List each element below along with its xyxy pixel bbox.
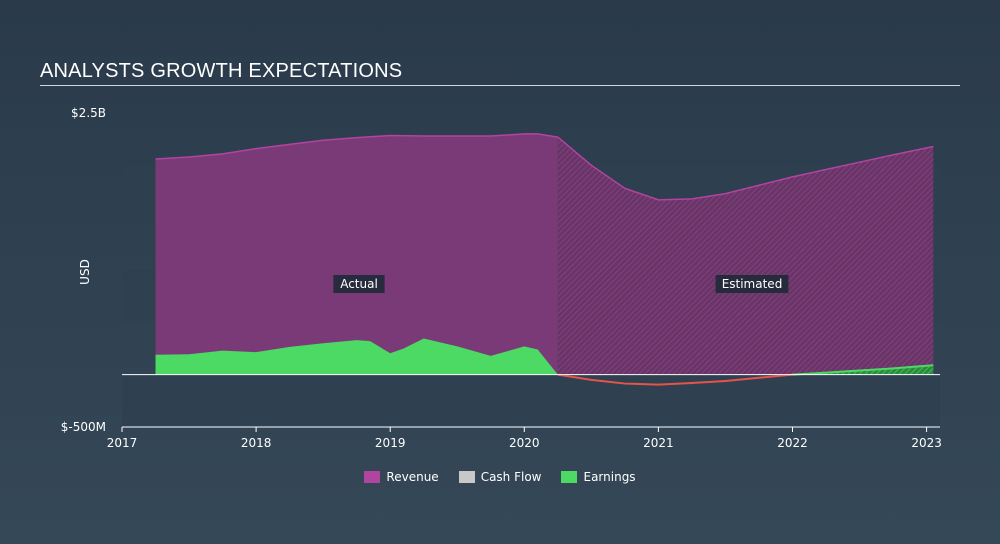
legend-item-cash-flow[interactable]: Cash Flow <box>458 470 542 484</box>
x-tick-label-2022: 2022 <box>777 436 808 450</box>
legend-swatch-revenue <box>364 471 381 483</box>
earnings-area-estimated <box>792 365 934 375</box>
x-tick-label-2018: 2018 <box>241 436 272 450</box>
legend-item-earnings[interactable]: Earnings <box>561 470 636 484</box>
legend-label-revenue: Revenue <box>386 470 439 484</box>
chart-labels: Actual Estimated <box>333 275 789 293</box>
x-tick-label-2023: 2023 <box>911 436 942 450</box>
legend-label-cash-flow: Cash Flow <box>480 470 542 484</box>
background-band-2 <box>122 374 940 427</box>
y-tick-label-1: $-500M <box>61 420 106 434</box>
annotation-actual-text: Actual <box>340 277 378 291</box>
legend: Revenue Cash Flow Earnings <box>0 470 1000 484</box>
revenue-area-estimated <box>557 137 934 375</box>
y-tick-label-0: $2.5B <box>71 106 106 120</box>
revenue-area-actual <box>155 133 558 375</box>
earnings-line-estimated-positive <box>792 364 934 376</box>
legend-swatch-earnings <box>561 471 578 483</box>
legend-label-earnings: Earnings <box>583 470 636 484</box>
title-divider <box>40 85 960 86</box>
page-title: ANALYSTS GROWTH EXPECTATIONS <box>40 60 403 82</box>
annotation-estimated-text: Estimated <box>722 277 783 291</box>
legend-item-revenue[interactable]: Revenue <box>364 470 439 484</box>
legend-swatch-cash-flow <box>458 471 475 483</box>
earnings-area-actual <box>155 338 558 375</box>
annotation-actual-bg <box>333 275 385 293</box>
x-tick-label-2017: 2017 <box>107 436 138 450</box>
revenue-line-estimated <box>557 136 934 201</box>
annotation-actual: Actual <box>333 275 385 293</box>
series-areas <box>122 133 940 386</box>
y-axis-label: USD <box>78 259 92 285</box>
revenue-line-actual <box>155 133 558 160</box>
x-tick-label-2020: 2020 <box>509 436 540 450</box>
x-tick-label-2021: 2021 <box>643 436 674 450</box>
annotation-estimated-bg <box>715 275 789 293</box>
x-tick-label-2019: 2019 <box>375 436 406 450</box>
annotation-estimated: Estimated <box>715 275 789 293</box>
earnings-line-estimated-negative <box>557 373 793 386</box>
axes: 2017 2018 2019 2020 2021 2022 2023 $2.5B $-500M U… <box>61 106 942 450</box>
